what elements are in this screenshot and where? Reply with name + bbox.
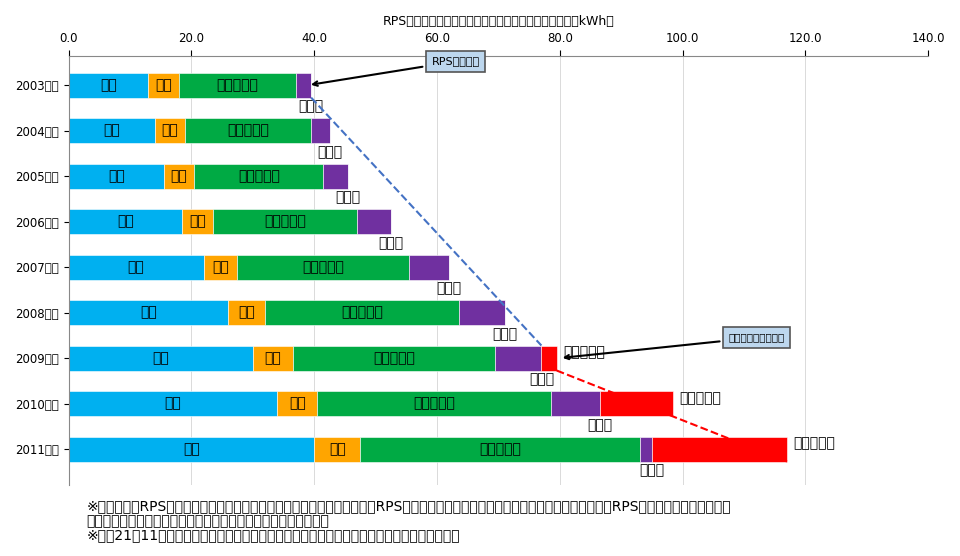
Text: 風力: 風力 [108,169,125,183]
Text: バイオマス: バイオマス [373,351,415,365]
Bar [318,391,551,416]
Bar [639,436,652,461]
Bar [314,436,360,461]
Bar [68,73,149,98]
Text: 風力: 風力 [140,306,156,320]
Bar [68,209,182,234]
Text: ※本データはRPS法の認定を受けた設備からの電力供給量を示したもの。RPS法の認定を受けていない設備から発電された電力量及びRPS法の認定を受けた設備か: ※本データはRPS法の認定を受けた設備からの電力供給量を示したもの。RPS法の認… [86,499,731,513]
Bar [600,391,673,416]
Bar [68,345,252,370]
Text: 水力: 水力 [189,215,206,229]
Bar [164,163,195,188]
Bar [68,436,314,461]
Text: 水力: 水力 [161,123,179,137]
Bar [204,255,237,280]
Text: 太陽光: 太陽光 [529,373,554,386]
Text: 水力: 水力 [329,442,346,456]
Bar [409,255,449,280]
Text: RPS制度開始: RPS制度開始 [313,57,479,86]
Text: 特定太陽光: 特定太陽光 [563,346,605,360]
Bar [495,345,541,370]
Text: 太陽光: 太陽光 [317,145,342,159]
Bar [360,436,639,461]
Text: 特定太陽光: 特定太陽光 [793,436,835,450]
Text: 太陽光: 太陽光 [299,100,324,113]
Bar [652,436,787,461]
Bar [237,255,409,280]
Bar [68,300,228,325]
Text: 太陽光: 太陽光 [492,327,517,341]
Text: バイオマス: バイオマス [264,215,306,229]
Text: バイオマス: バイオマス [228,123,269,137]
Text: ら発電され、自家消費された電力量は本データには含まれない。: ら発電され、自家消費された電力量は本データには含まれない。 [86,514,329,528]
Bar [459,300,505,325]
Bar [182,209,213,234]
Bar [277,391,318,416]
Text: ※平成21年11月より余剰電力買取制度の対象となる太陽光発電設備は特定太陽光として算出。: ※平成21年11月より余剰電力買取制度の対象となる太陽光発電設備は特定太陽光とし… [86,528,460,542]
Text: 特定太陽光: 特定太陽光 [680,391,721,405]
Text: 水力: 水力 [212,260,228,274]
Title: RPS法に基づく認定設備からの供給総量の経年変化（億kWh）: RPS法に基づく認定設備からの供給総量の経年変化（億kWh） [382,15,614,28]
Bar [541,345,557,370]
Text: 風力: 風力 [153,351,169,365]
Text: 風力: 風力 [183,442,200,456]
Bar [149,73,180,98]
Text: バイオマス: バイオマス [479,442,521,456]
Text: バイオマス: バイオマス [341,306,383,320]
Bar [185,118,311,143]
Text: 水力: 水力 [171,169,187,183]
Bar [357,209,391,234]
Text: バイオマス: バイオマス [302,260,345,274]
Text: バイオマス: バイオマス [217,78,258,92]
Bar [213,209,357,234]
Text: バイオマス: バイオマス [413,396,455,410]
Text: 太陽光: 太陽光 [639,463,664,478]
Text: 風力: 風力 [164,396,181,410]
Bar [68,391,277,416]
Text: 水力: 水力 [238,306,255,320]
Text: 風力: 風力 [100,78,117,92]
Bar [311,118,329,143]
Text: 風力: 風力 [117,215,133,229]
Text: 太陽光: 太陽光 [437,281,462,295]
Bar [68,163,164,188]
Text: 住宅用余剰買取開始: 住宅用余剰買取開始 [564,332,784,359]
Bar [68,118,155,143]
Bar [195,163,324,188]
Bar [68,255,204,280]
Bar [293,345,495,370]
Text: 風力: 風力 [128,260,145,274]
Bar [265,300,459,325]
Text: 水力: 水力 [264,351,281,365]
Bar [296,73,311,98]
Text: 水力: 水力 [156,78,172,92]
Bar [551,391,600,416]
Text: 太陽光: 太陽光 [335,190,361,205]
Bar [180,73,296,98]
Bar [324,163,348,188]
Text: 水力: 水力 [289,396,305,410]
Text: 風力: 風力 [104,123,120,137]
Bar [252,345,293,370]
Bar [228,300,265,325]
Text: 太陽光: 太陽光 [588,418,612,432]
Bar [155,118,185,143]
Text: バイオマス: バイオマス [238,169,280,183]
Text: 太陽光: 太陽光 [378,236,403,250]
